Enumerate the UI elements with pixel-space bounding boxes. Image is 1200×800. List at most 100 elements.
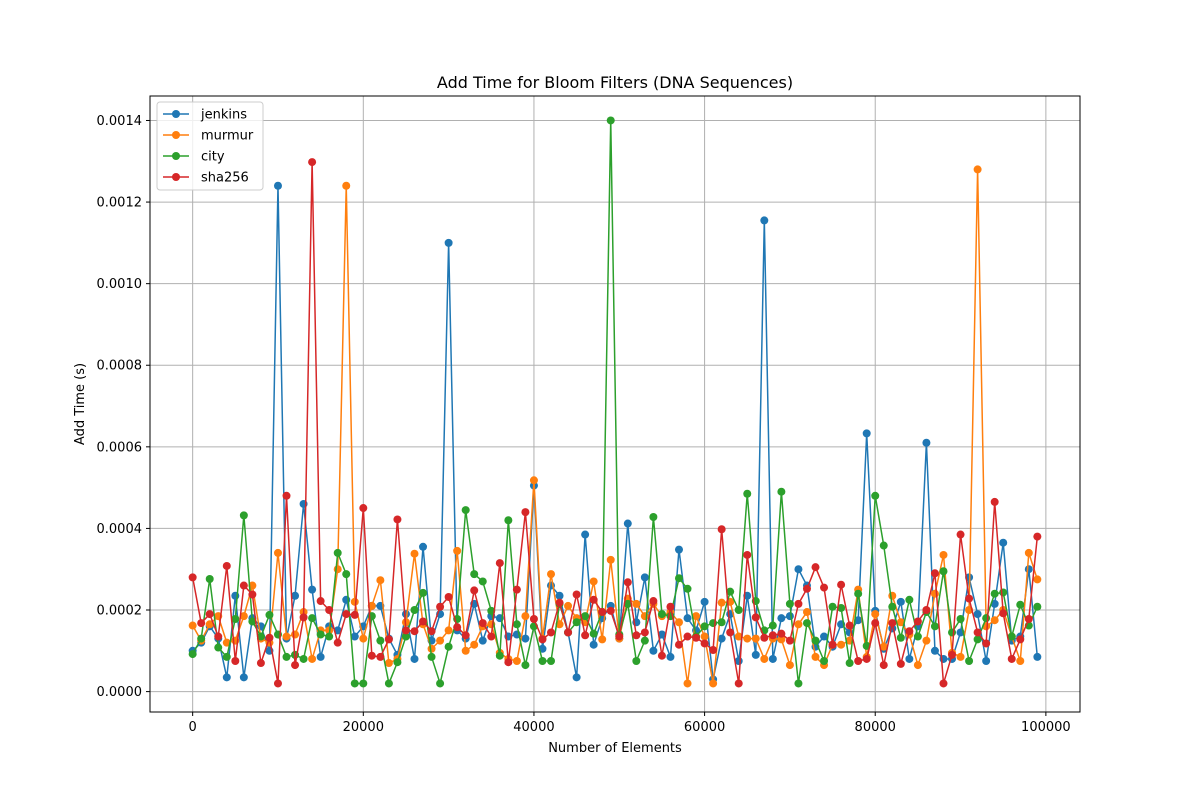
data-point-murmur — [913, 661, 922, 670]
data-point-city — [768, 621, 777, 630]
data-point-sha256 — [410, 627, 419, 636]
data-point-city — [640, 636, 649, 645]
data-point-city — [1016, 600, 1025, 609]
data-point-sha256 — [606, 606, 615, 615]
data-point-city — [214, 643, 223, 652]
data-point-sha256 — [820, 583, 829, 592]
data-point-murmur — [939, 550, 948, 559]
data-point-murmur — [1033, 575, 1042, 584]
data-point-jenkins — [1033, 652, 1042, 661]
data-point-city — [205, 575, 214, 584]
data-point-murmur — [717, 598, 726, 607]
data-point-city — [478, 577, 487, 586]
data-point-sha256 — [436, 602, 445, 611]
data-point-sha256 — [538, 635, 547, 644]
series-layer — [188, 116, 1042, 688]
data-point-sha256 — [965, 594, 974, 603]
y-tick-label: 0.0014 — [97, 114, 143, 129]
data-point-sha256 — [504, 658, 513, 667]
data-point-sha256 — [419, 617, 428, 626]
data-point-murmur — [811, 652, 820, 661]
data-point-sha256 — [188, 573, 197, 582]
data-point-sha256 — [308, 158, 317, 167]
data-point-murmur — [1016, 657, 1025, 666]
data-point-city — [393, 658, 402, 667]
data-point-jenkins — [316, 652, 325, 661]
data-point-murmur — [879, 642, 888, 651]
data-point-jenkins — [623, 519, 632, 528]
data-point-sha256 — [1007, 654, 1016, 663]
data-point-murmur — [632, 599, 641, 608]
data-point-city — [743, 489, 752, 498]
data-point-murmur — [453, 546, 462, 555]
data-point-jenkins — [990, 599, 999, 608]
data-point-city — [828, 602, 837, 611]
data-point-city — [589, 629, 598, 638]
data-point-sha256 — [333, 638, 342, 647]
data-point-sha256 — [640, 628, 649, 637]
data-point-sha256 — [692, 633, 701, 642]
data-point-murmur — [777, 635, 786, 644]
data-point-sha256 — [845, 621, 854, 630]
data-point-city — [504, 516, 513, 525]
data-point-murmur — [273, 548, 282, 557]
data-point-murmur — [692, 612, 701, 621]
data-point-sha256 — [862, 654, 871, 663]
data-point-murmur — [359, 634, 368, 643]
data-point-jenkins — [478, 636, 487, 645]
data-point-city — [837, 603, 846, 612]
data-point-sha256 — [939, 679, 948, 688]
data-point-city — [777, 487, 786, 496]
data-point-sha256 — [376, 652, 385, 661]
data-point-sha256 — [1024, 614, 1033, 623]
data-point-sha256 — [512, 585, 521, 594]
data-point-jenkins — [862, 429, 871, 438]
data-point-jenkins — [521, 634, 530, 643]
data-point-sha256 — [393, 515, 402, 524]
data-point-sha256 — [828, 640, 837, 649]
legend-swatch-marker — [172, 152, 180, 160]
data-point-city — [222, 652, 231, 661]
data-point-jenkins — [239, 673, 248, 682]
data-point-murmur — [1024, 548, 1033, 557]
data-point-jenkins — [350, 632, 359, 641]
data-point-jenkins — [751, 650, 760, 659]
x-axis: 0 20000 40000 60000 80000 100000 — [189, 712, 1071, 735]
data-point-city — [197, 634, 206, 643]
data-point-city — [581, 612, 590, 621]
x-tick-label: 60000 — [684, 720, 725, 735]
data-point-sha256 — [239, 581, 248, 590]
data-point-city — [248, 617, 257, 626]
data-point-sha256 — [615, 632, 624, 641]
data-point-sha256 — [291, 661, 300, 670]
x-tick-label: 20000 — [343, 720, 384, 735]
data-point-murmur — [751, 634, 760, 643]
data-point-murmur — [589, 577, 598, 586]
data-point-murmur — [282, 632, 291, 641]
data-point-city — [982, 614, 991, 623]
data-point-city — [726, 587, 735, 596]
data-point-jenkins — [640, 573, 649, 582]
data-point-sha256 — [751, 613, 760, 622]
data-point-murmur — [785, 661, 794, 670]
data-point-city — [512, 620, 521, 629]
data-point-city — [487, 606, 496, 615]
data-point-sha256 — [367, 651, 376, 660]
data-point-sha256 — [299, 613, 308, 622]
data-point-sha256 — [888, 619, 897, 628]
data-point-murmur — [547, 570, 556, 579]
data-point-city — [547, 657, 556, 666]
data-point-sha256 — [265, 633, 274, 642]
data-point-sha256 — [982, 639, 991, 648]
data-point-murmur — [529, 476, 538, 485]
data-point-city — [811, 636, 820, 645]
data-point-city — [350, 679, 359, 688]
data-point-sha256 — [930, 569, 939, 578]
data-point-murmur — [990, 616, 999, 625]
series-line-city — [192, 119, 1039, 685]
data-point-sha256 — [794, 599, 803, 608]
data-point-sha256 — [717, 525, 726, 534]
data-point-sha256 — [837, 580, 846, 589]
data-point-city — [879, 541, 888, 550]
data-point-murmur — [700, 632, 709, 641]
